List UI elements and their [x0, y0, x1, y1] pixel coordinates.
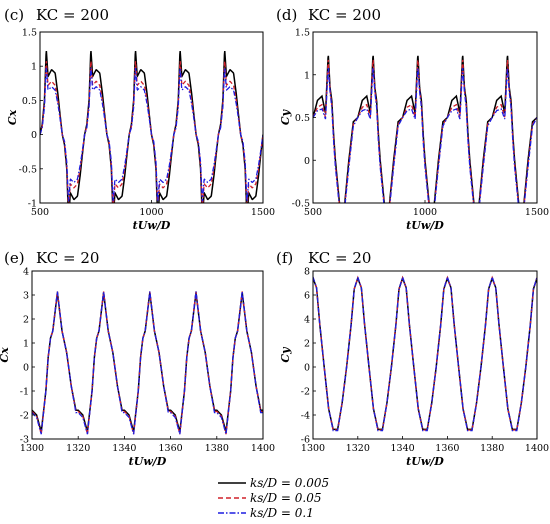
panel-d-title: KC = 200	[308, 6, 381, 24]
panel-e-label: (e)	[4, 249, 25, 267]
y-tick-label-1-3: 1	[304, 70, 310, 81]
x-tick-label-2-4: 1380	[205, 443, 229, 454]
y-tick-label-3-4: 2	[304, 339, 310, 350]
y-tick-label-3-0: -6	[301, 435, 310, 446]
x-tick-label-2-5: 1400	[251, 443, 275, 454]
panel-f-label: (f)	[276, 249, 293, 267]
legend: ks/D = 0.005 ks/D = 0.05 ks/D = 0.1	[218, 476, 329, 520]
plot-0: 500 1000 1500 -1 -0.5 0 0.5 1 1.5 tUw/D Cx	[6, 28, 275, 233]
plot-3: 1300 1320 1340 1360 1380 1400 -6 -4 -2 0 2 4 6 8 tUw/D…	[279, 267, 549, 469]
x-tick-label-3-2: 1340	[391, 443, 415, 454]
x-tick-label-1-2: 1500	[525, 207, 549, 218]
y-axis-label-1: Cy	[279, 108, 292, 125]
plot-2: 1300 1320 1340 1360 1380 1400 -3 -2 -1 0 1 2 3 4 tUw/D…	[0, 267, 275, 469]
x-tick-label-3-5: 1400	[525, 443, 549, 454]
series-line-3-0	[313, 275, 537, 431]
x-tick-label-3-1: 1320	[346, 443, 370, 454]
y-tick-label-0-2: 0	[31, 130, 37, 141]
panel-d-label: (d)	[276, 6, 297, 24]
series-line-0-2	[40, 67, 263, 202]
series-line-3-1	[313, 275, 537, 431]
x-tick-label-0-0: 500	[31, 207, 49, 218]
plot-frame-0	[39, 31, 264, 204]
y-tick-label-1-0: -0.5	[292, 199, 310, 210]
panel-c-title: KC = 200	[36, 6, 109, 24]
panel-e-title: KC = 20	[36, 249, 99, 267]
y-tick-label-2-1: -2	[20, 411, 29, 422]
y-tick-label-1-2: 0.5	[295, 113, 310, 124]
y-tick-label-2-5: 2	[23, 315, 29, 326]
y-tick-label-3-2: -2	[301, 387, 310, 398]
y-tick-label-2-0: -3	[20, 435, 29, 446]
x-tick-label-2-0: 1300	[20, 443, 44, 454]
y-tick-label-3-7: 8	[304, 267, 310, 278]
plot-1: 500 1000 1500 -0.5 0 0.5 1 1.5 tUw/D Cy	[279, 28, 549, 233]
x-tick-label-2-3: 1360	[159, 443, 183, 454]
x-tick-label-0-2: 1500	[251, 207, 275, 218]
y-axis-label-2: Cx	[0, 347, 11, 363]
panel-f-title: KC = 20	[308, 249, 371, 267]
plot-frame-3	[312, 270, 538, 440]
series-line-2-2	[32, 291, 263, 435]
y-axis-label-3: Cy	[279, 346, 292, 363]
legend-label-1: ks/D = 0.05	[250, 491, 322, 505]
x-tick-label-3-4: 1380	[480, 443, 504, 454]
series-line-3-2	[313, 274, 537, 432]
x-tick-label-0-1: 1000	[139, 207, 163, 218]
legend-label-2: ks/D = 0.1	[250, 506, 314, 520]
legend-label-0: ks/D = 0.005	[250, 476, 329, 490]
y-tick-label-3-1: -4	[301, 411, 310, 422]
x-axis-label-1: tUw/D	[406, 219, 444, 232]
y-tick-label-1-1: 0	[304, 156, 310, 167]
x-tick-label-1-0: 500	[304, 207, 322, 218]
x-tick-label-2-2: 1340	[112, 443, 136, 454]
y-tick-label-2-4: 1	[23, 339, 29, 350]
y-tick-label-2-3: 0	[23, 363, 29, 374]
y-tick-label-0-5: 1.5	[22, 28, 37, 39]
y-tick-label-3-5: 4	[304, 315, 310, 326]
y-tick-label-3-6: 6	[304, 291, 310, 302]
y-tick-label-0-4: 1	[31, 62, 37, 73]
x-axis-label-0: tUw/D	[133, 219, 171, 232]
y-tick-label-2-6: 3	[23, 291, 29, 302]
x-tick-label-3-3: 1360	[435, 443, 459, 454]
y-axis-label-0: Cx	[6, 109, 19, 125]
y-tick-label-2-2: -1	[20, 387, 29, 398]
y-tick-label-0-3: 0.5	[22, 96, 37, 107]
y-tick-label-0-0: -1	[28, 199, 37, 210]
y-tick-label-0-1: -0.5	[19, 164, 37, 175]
y-tick-label-1-4: 1.5	[295, 28, 310, 39]
x-tick-label-3-0: 1300	[301, 443, 325, 454]
plot-frame-2	[31, 270, 264, 440]
series-line-1-2	[313, 67, 537, 203]
x-tick-label-2-1: 1320	[66, 443, 90, 454]
panel-c-label: (c)	[4, 6, 24, 24]
x-axis-label-3: tUw/D	[406, 455, 444, 468]
x-tick-label-1-1: 1000	[413, 207, 437, 218]
y-tick-label-2-7: 4	[23, 267, 29, 278]
x-axis-label-2: tUw/D	[129, 455, 167, 468]
y-tick-label-3-3: 0	[304, 363, 310, 374]
